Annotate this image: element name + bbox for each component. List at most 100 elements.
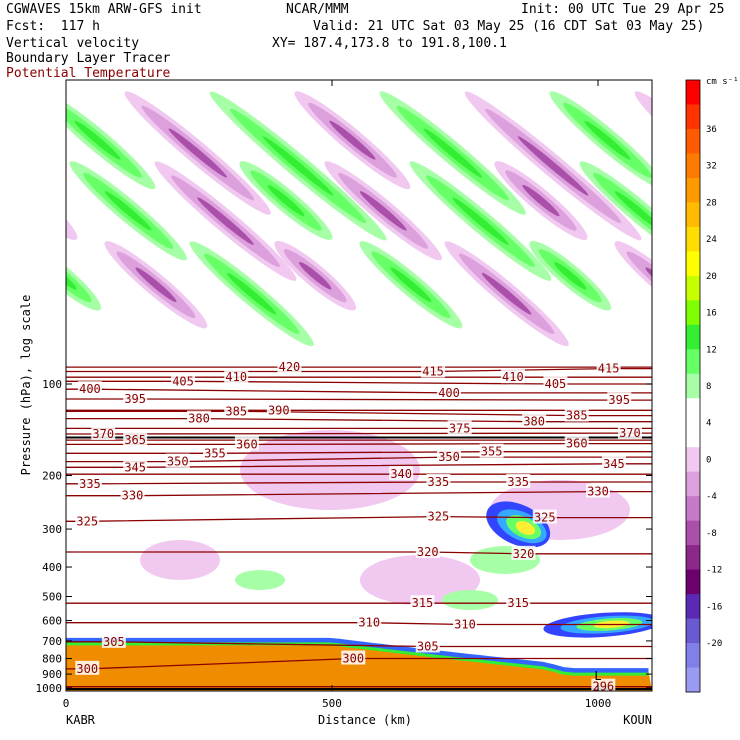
x-axis-label: Distance (km) [318,713,412,727]
theta-label-bg [591,678,616,691]
velocity-band [359,241,463,329]
theta-label-bg [341,650,366,665]
theta-label-bg [415,544,440,559]
theta-label-bg [415,638,440,653]
theta-label: 310 [454,617,476,631]
colorbar-frame [685,79,701,693]
theta-contour [66,432,652,435]
colorbar-swatch [686,373,700,399]
theta-label: 410 [502,370,524,384]
theta-label: 370 [92,427,114,441]
theta-label: 405 [545,377,567,391]
velocity-band [154,161,297,281]
pbl-filled [66,640,652,691]
plot-frame [65,79,653,692]
colorbar-swatch [686,471,700,497]
colorbar-swatch [686,643,700,669]
y-tick-label: 700 [42,635,62,648]
colorbar-label: -20 [706,639,722,649]
theta-label: 400 [79,382,101,396]
velocity-band [579,161,652,261]
velocity-patch [140,540,220,580]
theta-label: 385 [566,409,588,423]
theta-label-bg [224,403,249,418]
theta-label: 385 [225,404,247,418]
theta-label: 410 [225,370,247,384]
org-label: NCAR/MMM [286,2,349,17]
colorbar-label: 0 [706,455,711,465]
colorbar-label: 24 [706,235,717,245]
theta-contour [66,657,652,670]
y-tick-label: 200 [42,470,62,483]
theta-contour [66,463,652,468]
velocity-band [549,91,652,190]
theta-label-bg [266,402,291,417]
theta-label-bg [77,381,102,396]
theta-label-bg [479,443,504,458]
theta-label: 330 [587,485,609,499]
y-tick-label: 100 [42,378,62,391]
theta-label-bg [91,425,116,440]
colorbar-swatch [686,104,700,130]
velocity-band [294,91,411,190]
velocity-band [239,161,333,241]
colorbar-label: -4 [706,492,717,502]
velocity-band [713,84,740,249]
theta-label-bg [586,483,610,498]
velocity-band [209,91,387,241]
colorbar-swatch [686,177,700,203]
theta-label: 380 [188,412,210,426]
theta-label-bg [500,369,525,384]
y-tick-label: 900 [42,668,62,681]
colorbar-swatch [686,324,700,350]
theta-label-bg [187,410,211,425]
velocity-band [379,91,526,215]
theta-label: 355 [204,446,226,460]
theta-label: 390 [268,403,290,417]
theta-label-bg [171,373,196,388]
theta-label: 350 [167,455,189,469]
velocity-band [66,240,102,311]
theta-label: 315 [412,596,434,610]
x-end-station: KOUN [623,713,652,727]
theta-contour [66,388,652,394]
velocity-band [274,240,357,311]
cross-section-endpoints: XY= 187.4,173.8 to 191.8,100.1 [272,36,507,51]
theta-label-bg [532,509,557,524]
x-tick-label: 500 [322,697,342,710]
theta-contour [66,451,652,454]
theta-contour [66,417,652,423]
colorbar-swatch [686,226,700,252]
colorbar-swatch [686,667,700,693]
colorbar-swatch [686,349,700,375]
theta-label: 325 [76,514,98,528]
theta-contour [66,456,652,463]
init-time: Init: 00 UTC Tue 29 Apr 25 [521,2,725,17]
colorbar-label: -16 [706,602,722,612]
theta-label-bg [426,508,451,523]
theta-label-bg [202,445,227,460]
theta-label: 355 [481,445,503,459]
velocity-band [324,161,442,261]
theta-label-bg [437,449,462,464]
theta-contour [66,641,652,648]
theta-label-bg [410,595,435,610]
theta-label: 400 [438,386,460,400]
colorbar-label: -12 [706,566,722,576]
theta-label-bg [543,376,568,390]
theta-label-bg [234,436,259,451]
y-tick-label: 300 [42,523,62,536]
theta-label-bg [165,453,190,468]
colorbar: 36 32 28 24 20 16 12 8 4 0 -4 -8 -12 -16 -20 [685,79,722,693]
x-tick-label: 0 [63,697,70,710]
y-tick-label: 500 [42,590,62,603]
velocity-patch [442,590,498,610]
velocity-band [444,241,569,347]
y-tick-label: 1000 [36,682,63,695]
theta-label-bg [506,473,531,488]
theta-label-bg [607,392,632,407]
theta-label: 305 [417,639,439,653]
colorbar-swatch [686,202,700,228]
colorbar-label: 28 [706,198,717,208]
